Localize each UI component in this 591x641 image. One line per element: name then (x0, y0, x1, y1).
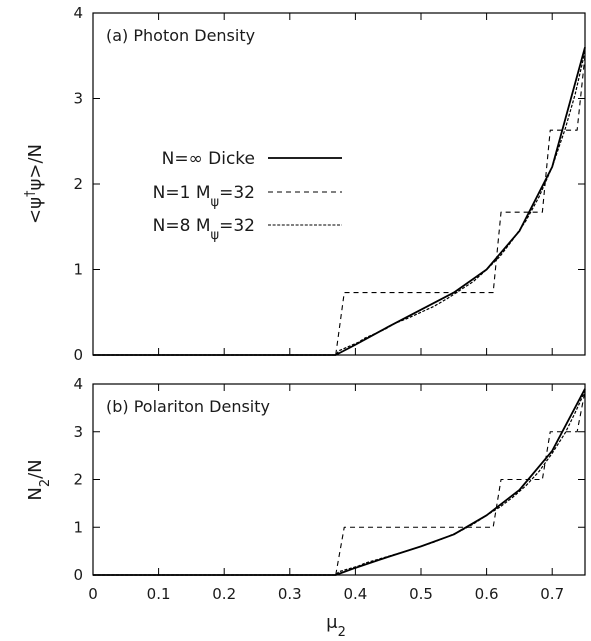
series-line-1 (93, 388, 586, 576)
y-tick-label: 4 (73, 375, 83, 393)
y-tick-label: 1 (73, 518, 83, 536)
y-tick-label: 0 (73, 346, 83, 364)
series-line-2 (93, 391, 586, 576)
y-tick-label: 2 (73, 471, 83, 489)
series-line-3 (93, 390, 586, 576)
legend-label-1: N=∞ Dicke (162, 149, 255, 169)
x-tick-label: 0 (88, 585, 98, 603)
series-line-3 (93, 51, 586, 356)
x-tick-label: 0.5 (409, 585, 433, 603)
panel-title: (a) Photon Density (106, 26, 255, 45)
legend: N=∞ Dicke N=1 Mψ=32 N=8 Mψ=32 (153, 149, 342, 243)
y-axis-title-b: N2/N (25, 459, 53, 500)
x-tick-label: 0.6 (475, 585, 499, 603)
x-tick-label: 0.7 (540, 585, 564, 603)
x-axis-title: μ2 (326, 612, 346, 640)
y-tick-label: 2 (73, 175, 83, 193)
y-tick-label: 1 (73, 261, 83, 279)
y-tick-label: 4 (73, 4, 83, 22)
y-tick-label: 3 (73, 423, 83, 441)
x-tick-label: 0.2 (212, 585, 236, 603)
series-line-2 (93, 55, 586, 356)
legend-label-3: N=8 Mψ=32 (153, 216, 255, 243)
y-axis-title-a: <ψ†ψ>/N (23, 144, 47, 224)
panel-title: (b) Polariton Density (106, 397, 270, 416)
y-tick-label: 3 (73, 90, 83, 108)
x-tick-label: 0.3 (278, 585, 302, 603)
panel-photon-density: 0 1 2 3 4 (a) Photon Density N=∞ Dicke N=1 Mψ=3… (73, 4, 586, 364)
legend-label-2: N=1 Mψ=32 (153, 183, 255, 210)
panel-polariton-density: 0 1 2 3 4 0 0.1 0.2 0.3 0.4 0.5 0.6 0.7 (b) Polariton… (73, 375, 586, 603)
y-tick-label: 0 (73, 566, 83, 584)
x-tick-label: 0.4 (343, 585, 367, 603)
x-tick-label: 0.1 (147, 585, 171, 603)
